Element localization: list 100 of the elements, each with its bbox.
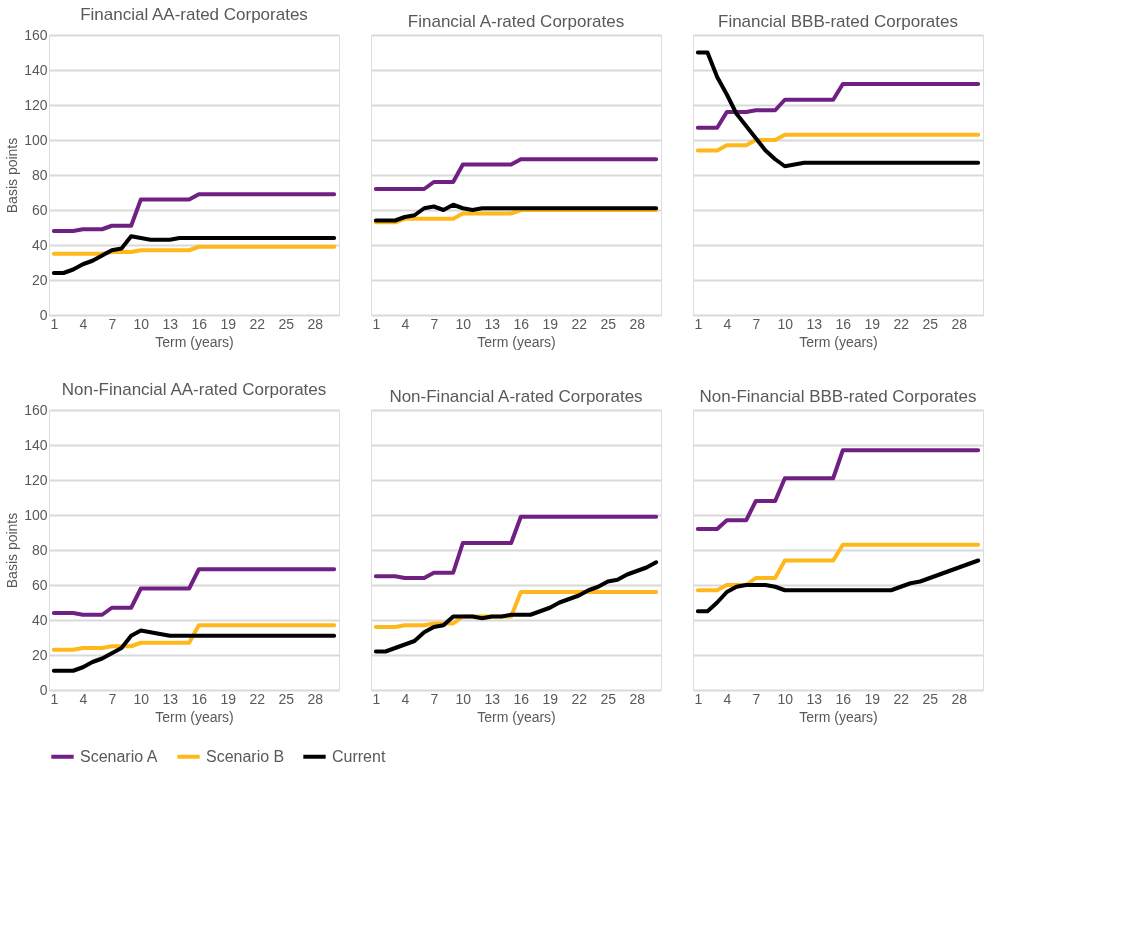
x-tick-label: 16 [191, 690, 208, 707]
x-tick-label: 7 [430, 690, 439, 707]
x-tick-label: 16 [191, 315, 208, 332]
x-tick-label: 16 [513, 315, 530, 332]
y-tick-label: 40 [31, 236, 48, 253]
chart-title: Financial A-rated Corporates [407, 12, 625, 31]
y-tick-label: 120 [24, 96, 48, 113]
x-tick-label: 10 [777, 690, 794, 707]
x-tick-label: 19 [542, 690, 559, 707]
y-tick-label: 40 [31, 611, 48, 628]
line-series [51, 244, 337, 256]
x-tick-label: 10 [133, 315, 150, 332]
y-axis-title: Basis points [4, 137, 21, 214]
x-tick-label: 28 [629, 690, 646, 707]
x-tick-label: 13 [162, 690, 179, 707]
legend-label: Current [332, 747, 386, 765]
y-axis-title: Basis points [4, 512, 21, 589]
x-tick-label: 22 [571, 690, 588, 707]
x-tick-label: 25 [922, 690, 939, 707]
line-series [51, 623, 337, 652]
x-tick-label: 4 [401, 690, 410, 707]
x-tick-label: 10 [133, 690, 150, 707]
chart-title: Non-Financial BBB-rated Corporates [699, 387, 977, 406]
x-tick-label: 10 [455, 690, 472, 707]
x-tick-label: 16 [835, 315, 852, 332]
x-tick-label: 28 [951, 315, 968, 332]
y-tick-label: 20 [31, 271, 48, 288]
x-tick-label: 7 [752, 315, 761, 332]
y-tick-label: 60 [31, 201, 48, 218]
y-tick-label: 140 [24, 61, 48, 78]
x-tick-label: 28 [307, 315, 324, 332]
chart-title: Non-Financial AA-rated Corporates [61, 380, 327, 399]
x-tick-label: 28 [307, 690, 324, 707]
x-axis-title: Term (years) [155, 333, 234, 350]
x-tick-label: 1 [50, 690, 59, 707]
legend-label: Scenario A [80, 747, 158, 765]
x-axis-title: Term (years) [477, 708, 556, 725]
chart-title: Non-Financial A-rated Corporates [389, 387, 643, 406]
y-tick-label: 100 [24, 506, 48, 523]
line-series [51, 234, 337, 275]
x-axis-title: Term (years) [155, 708, 234, 725]
x-tick-label: 25 [600, 690, 617, 707]
y-tick-label: 100 [24, 131, 48, 148]
line-series [51, 192, 337, 233]
y-tick-label: 60 [31, 576, 48, 593]
x-tick-label: 28 [629, 315, 646, 332]
y-tick-label: 80 [31, 166, 48, 183]
x-tick-label: 4 [723, 690, 732, 707]
x-tick-label: 7 [430, 315, 439, 332]
x-tick-label: 10 [777, 315, 794, 332]
x-tick-label: 19 [864, 315, 881, 332]
x-tick-label: 19 [220, 690, 237, 707]
x-tick-label: 25 [922, 315, 939, 332]
x-tick-label: 16 [513, 690, 530, 707]
x-tick-label: 13 [484, 315, 501, 332]
x-tick-label: 7 [752, 690, 761, 707]
x-tick-label: 25 [278, 315, 295, 332]
y-tick-label: 80 [31, 541, 48, 558]
y-tick-label: 120 [24, 471, 48, 488]
x-tick-label: 7 [108, 315, 117, 332]
x-tick-label: 25 [278, 690, 295, 707]
x-tick-label: 22 [571, 315, 588, 332]
x-tick-label: 13 [162, 315, 179, 332]
x-axis-title: Term (years) [477, 333, 556, 350]
y-tick-label: 160 [24, 26, 48, 43]
y-tick-label: 140 [24, 436, 48, 453]
y-tick-label: 160 [24, 401, 48, 418]
x-axis-title: Term (years) [799, 708, 878, 725]
x-tick-label: 1 [694, 315, 703, 332]
x-tick-label: 16 [835, 690, 852, 707]
x-tick-label: 22 [249, 690, 266, 707]
x-tick-label: 28 [951, 690, 968, 707]
x-tick-label: 22 [249, 315, 266, 332]
x-tick-label: 22 [893, 315, 910, 332]
x-tick-label: 4 [401, 315, 410, 332]
x-tick-label: 22 [893, 690, 910, 707]
x-tick-label: 4 [79, 315, 88, 332]
x-tick-label: 1 [372, 690, 381, 707]
line-series [51, 628, 337, 673]
x-axis-title: Term (years) [799, 333, 878, 350]
x-tick-label: 4 [723, 315, 732, 332]
chart-title: Financial AA-rated Corporates [80, 5, 308, 24]
x-tick-label: 19 [864, 690, 881, 707]
x-tick-label: 4 [79, 690, 88, 707]
y-tick-label: 0 [39, 306, 48, 323]
x-tick-label: 13 [806, 315, 823, 332]
x-tick-label: 25 [600, 315, 617, 332]
x-tick-label: 13 [806, 690, 823, 707]
x-tick-label: 19 [542, 315, 559, 332]
chart-title: Financial BBB-rated Corporates [717, 12, 959, 31]
x-tick-label: 13 [484, 690, 501, 707]
line-series [51, 567, 337, 617]
x-tick-label: 1 [50, 315, 59, 332]
y-tick-label: 0 [39, 681, 48, 698]
legend-label: Scenario B [206, 747, 285, 765]
x-tick-label: 7 [108, 690, 117, 707]
x-tick-label: 19 [220, 315, 237, 332]
x-tick-label: 10 [455, 315, 472, 332]
x-tick-label: 1 [372, 315, 381, 332]
y-tick-label: 20 [31, 646, 48, 663]
